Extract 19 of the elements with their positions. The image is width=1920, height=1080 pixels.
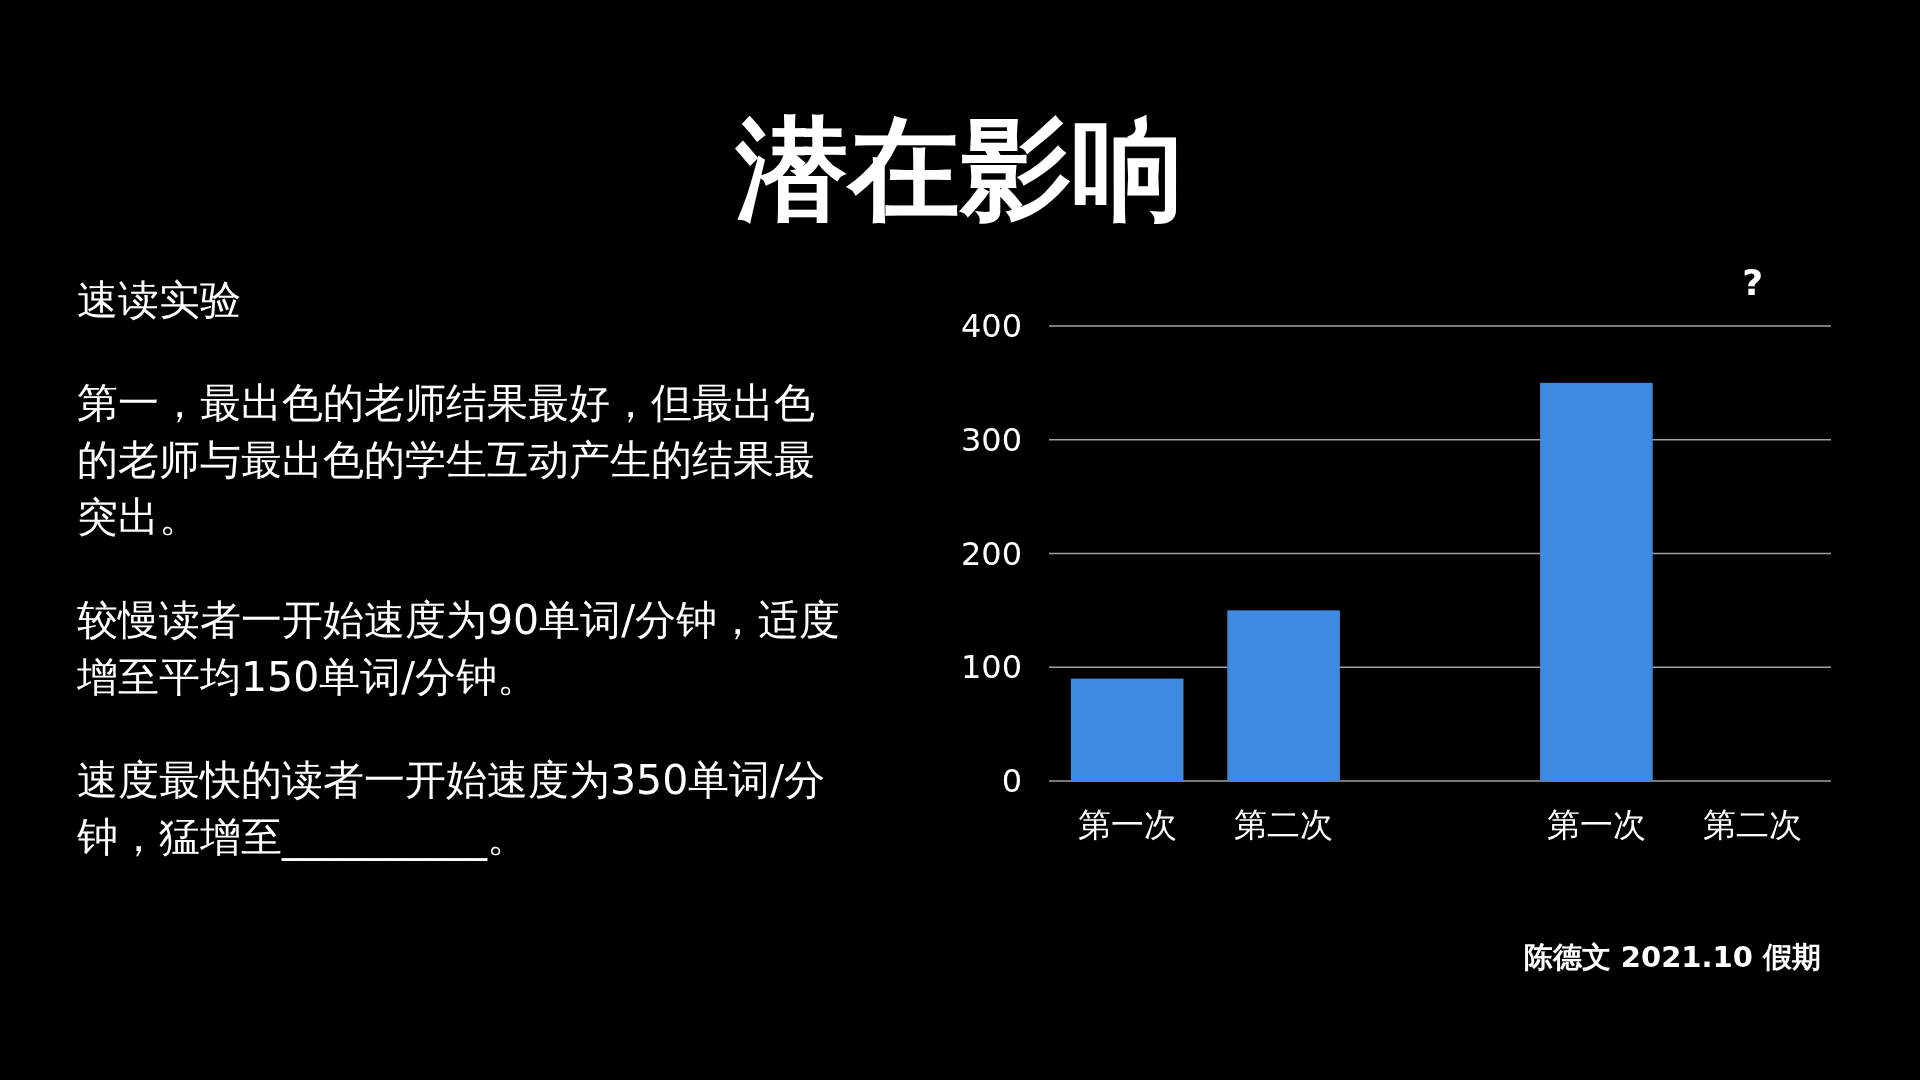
text: 陈德文 2021.10 假期 <box>1523 939 1821 976</box>
text: 第一，最出色的老师结果最好，但最出色的老师与最出色的学生互动产生的结果最突出。 <box>77 378 816 543</box>
x-tick-label: 第二次 <box>1234 805 1334 844</box>
text: 较慢读者一开始速度为90单词/分钟，适度增至平均150单词/分钟。 <box>77 595 841 703</box>
text: 速度最快的读者一开始速度为350单词/分钟，猛增至__________。 <box>77 755 827 863</box>
y-tick-label: 200 <box>960 534 1022 573</box>
x-tick-label: 第一次 <box>1077 805 1177 844</box>
y-tick-label: 100 <box>960 648 1022 687</box>
text: ? <box>1742 262 1764 303</box>
x-tick-label: 第一次 <box>1546 805 1646 844</box>
bar <box>1227 610 1340 781</box>
chart-title: 潜在影响 <box>734 103 1185 236</box>
y-tick-label: 400 <box>960 307 1022 345</box>
y-tick-label: 0 <box>1001 762 1022 800</box>
bar <box>1070 678 1184 781</box>
bar <box>1540 382 1653 781</box>
text: 速读实验 <box>77 275 242 326</box>
y-tick-label: 300 <box>960 420 1022 459</box>
x-tick-label: 第二次 <box>1703 805 1803 844</box>
